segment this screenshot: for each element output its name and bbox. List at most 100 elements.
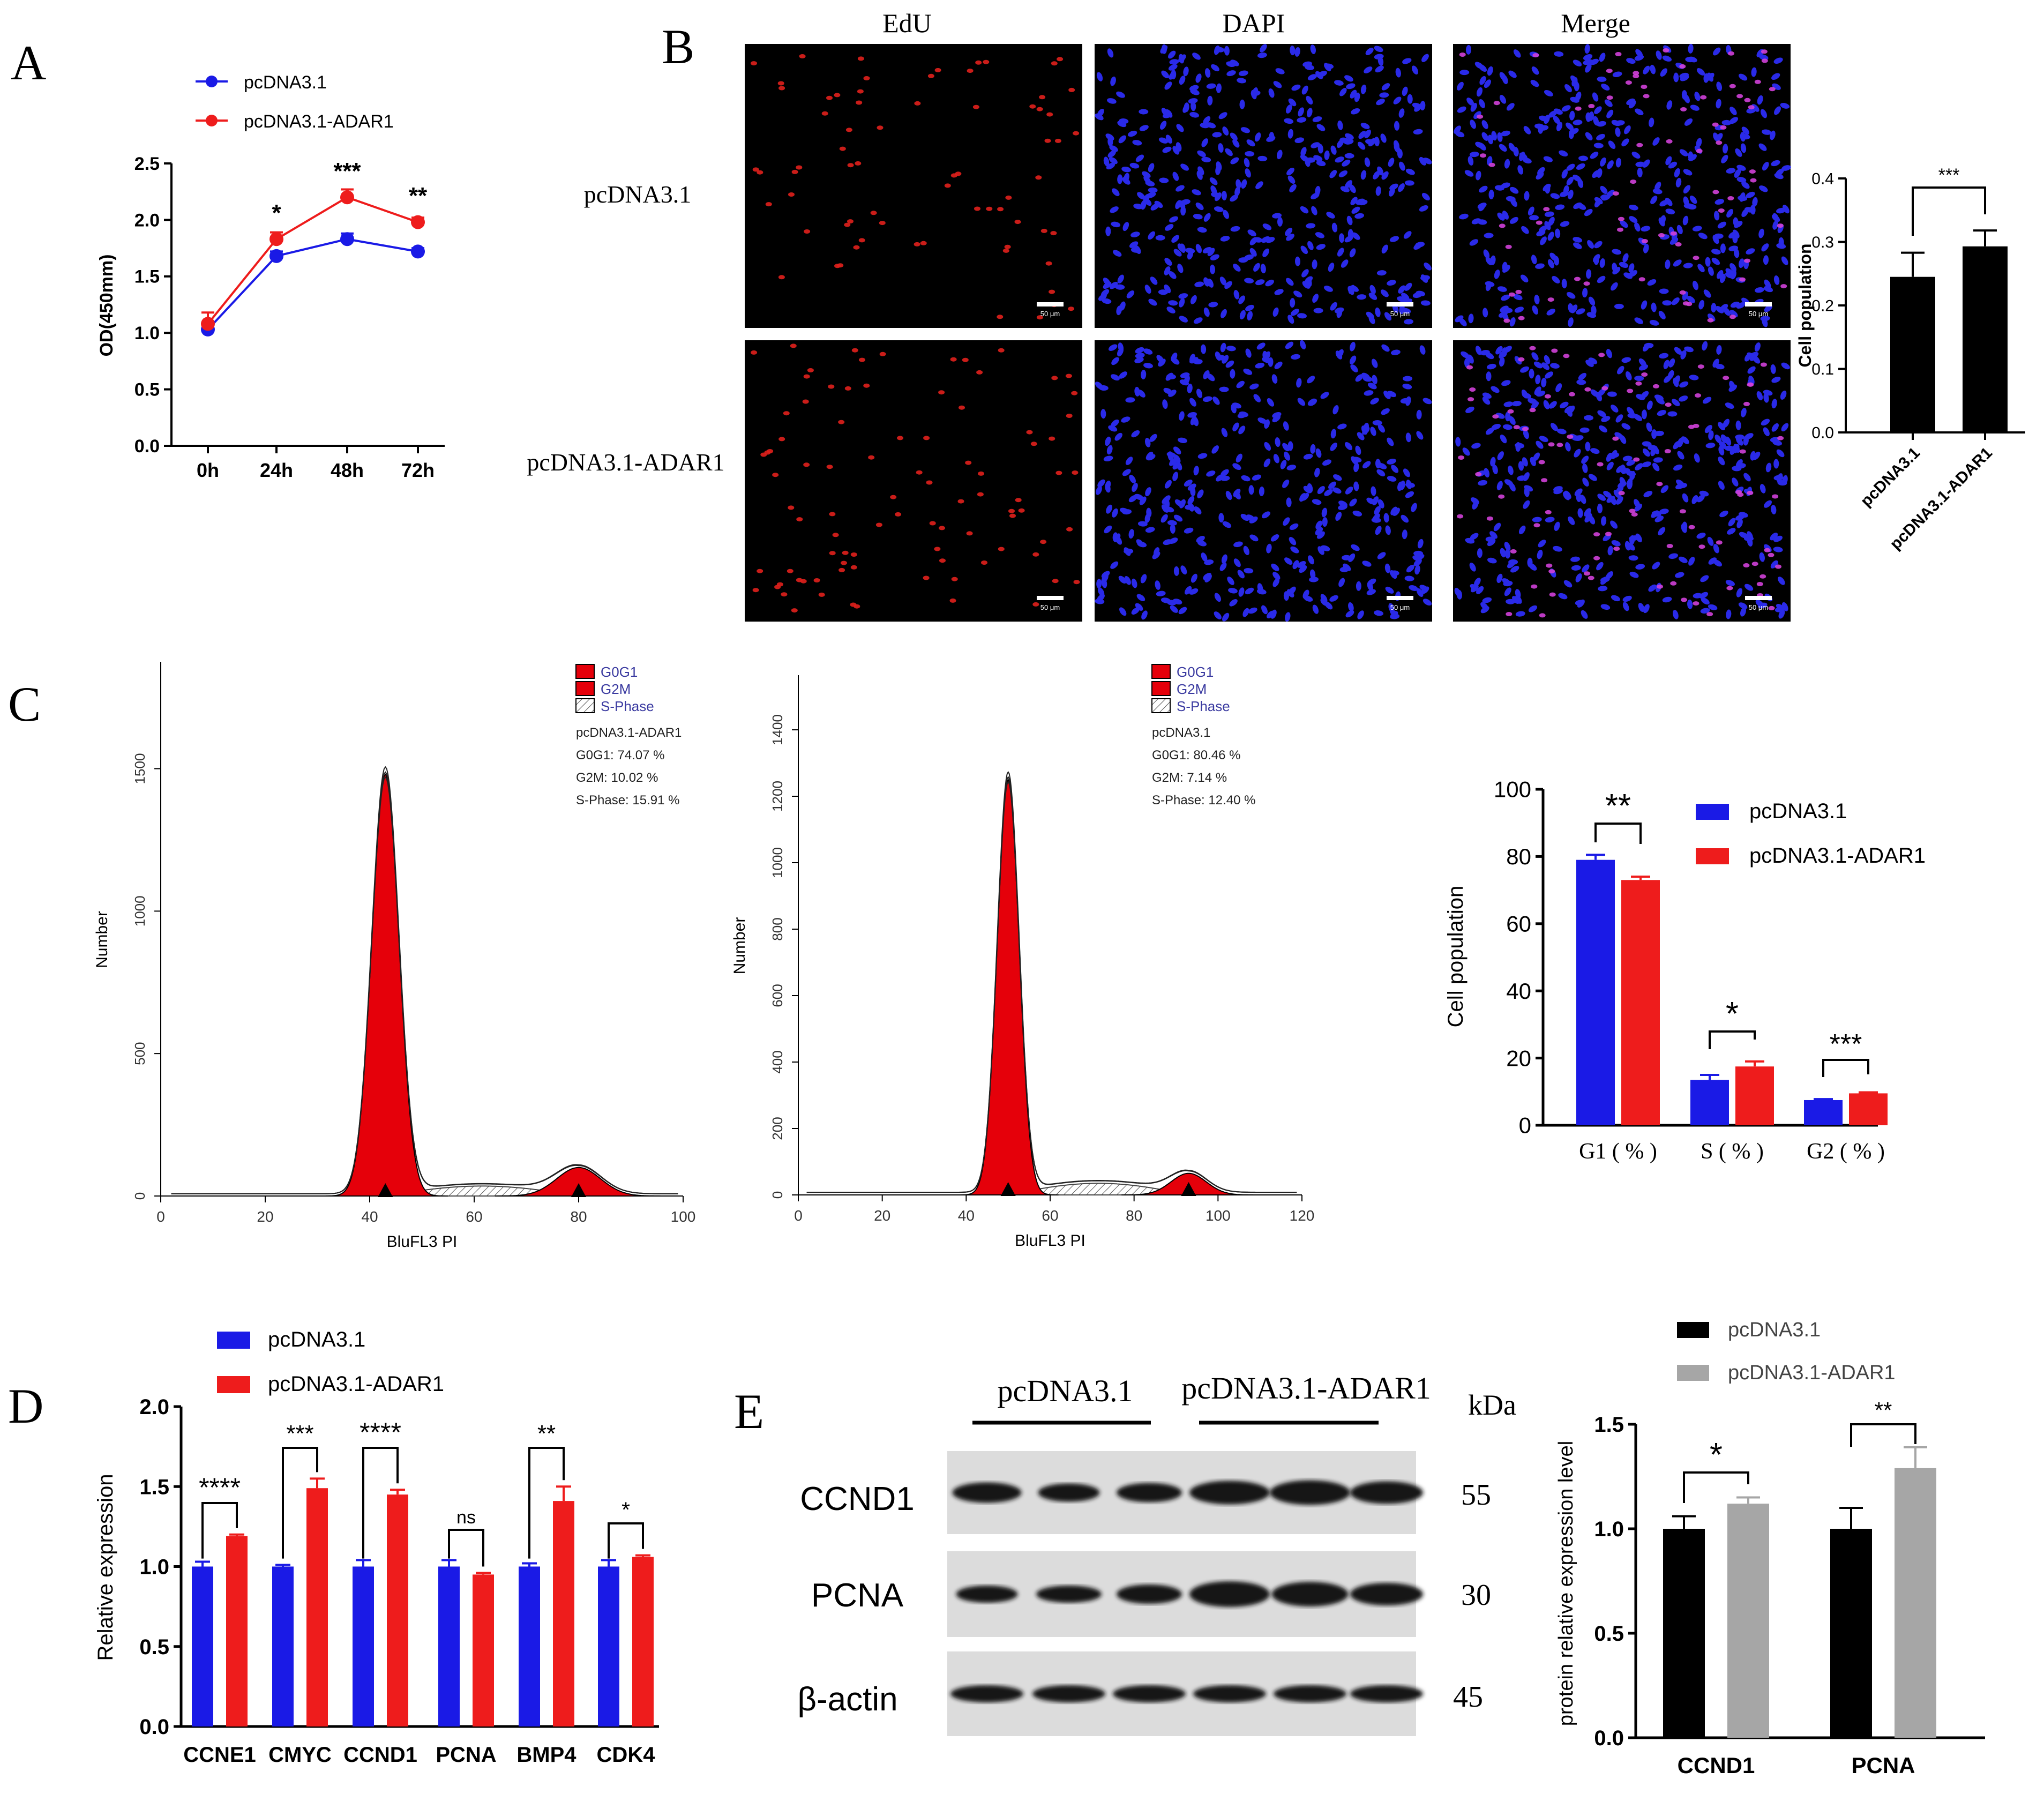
panel-letter-b: B [662, 19, 694, 74]
panel-letter-c: C [8, 677, 41, 731]
x-tick-label: 40 [958, 1207, 975, 1224]
y-tick-label: 1000 [769, 847, 785, 878]
legend-swatch-grey [1677, 1365, 1709, 1381]
scale-bar-label: 50 μm [1749, 310, 1768, 318]
significance-label: ** [1875, 1397, 1892, 1423]
y-axis-label: Cell population [1444, 886, 1468, 1028]
x-tick-label: G1 ( % ) [1579, 1139, 1657, 1164]
legend-swatch [1151, 664, 1171, 679]
col-label-dapi: DAPI [1223, 8, 1285, 38]
y-tick-label: 40 [1506, 978, 1531, 1004]
significance-bracket [1850, 1423, 1916, 1447]
legend-swatch [1151, 698, 1171, 713]
y-tick-label: 60 [1506, 911, 1531, 937]
micrograph-dapi-pcdna: 50 μm [1095, 44, 1432, 328]
legend-swatch-black [1677, 1322, 1709, 1338]
y-tick-label: 1.5 [134, 267, 160, 287]
legend-label: S-Phase [601, 698, 654, 714]
panelA-legend: pcDNA3.1 pcDNA3.1-ADAR1 [196, 72, 394, 132]
bar [192, 1566, 213, 1726]
scale-bar-label: 50 μm [1749, 603, 1768, 611]
data-point [411, 244, 425, 259]
error-bar [390, 1489, 405, 1495]
error-bar [1672, 1515, 1696, 1529]
x-tick-label: 40 [361, 1208, 378, 1225]
stat-label: S-Phase: 12.40 % [1152, 793, 1255, 808]
micrograph-merge-pcdna: 50 μm [1453, 43, 1791, 328]
legend-label: S-Phase [1177, 698, 1230, 714]
x-tick-label: S ( % ) [1701, 1139, 1764, 1164]
error-bar [195, 1560, 210, 1567]
col-label-edu: EdU [882, 8, 932, 38]
blot-band [1117, 1584, 1182, 1604]
micrograph-merge-adar1: 50 μm [1453, 340, 1791, 622]
scale-bar [1745, 302, 1772, 307]
significance-label: ns [456, 1507, 476, 1528]
blot-band [1350, 1481, 1423, 1504]
panelD-legend-label-1: pcDNA3.1 [268, 1328, 365, 1351]
y-axis-label: Number [731, 917, 748, 975]
y-tick-label: 0 [769, 1191, 785, 1199]
stat-label: pcDNA3.1 [1152, 726, 1210, 740]
scale-bar-label: 50 μm [1040, 310, 1060, 318]
x-tick-label: 0 [156, 1208, 165, 1225]
bar [1621, 880, 1660, 1125]
error-bar [441, 1559, 456, 1567]
bar [1849, 1093, 1888, 1125]
legend-label: pcDNA3.1 [1749, 799, 1847, 823]
panelE-legend-label-2: pcDNA3.1-ADAR1 [1728, 1362, 1896, 1384]
legend-marker-blue [206, 76, 218, 87]
y-tick-label: 500 [132, 1042, 148, 1065]
panelE-legend: pcDNA3.1 pcDNA3.1-ADAR1 [1677, 1319, 1896, 1384]
x-tick-label: 20 [257, 1208, 273, 1225]
scale-bar-label: 50 μm [1390, 310, 1410, 318]
band-label-pcna: PCNA [811, 1577, 904, 1614]
blot-band [1117, 1483, 1182, 1503]
scale-bar [1037, 596, 1064, 600]
y-axis-label: OD(450mm) [96, 255, 117, 357]
error-bar [556, 1485, 571, 1501]
bar [1727, 1504, 1769, 1738]
y-tick-label: 0.3 [1811, 234, 1834, 251]
error-bar [310, 1477, 325, 1489]
significance-label: ** [409, 183, 428, 209]
error-bar [1901, 251, 1925, 277]
x-tick-label: 80 [570, 1208, 587, 1225]
x-tick-label: 24h [260, 459, 293, 481]
error-bar [1631, 876, 1650, 880]
y-tick-label: 0.5 [134, 380, 160, 400]
error-bar [476, 1572, 491, 1575]
legend-swatch [575, 681, 595, 696]
bar [438, 1566, 460, 1726]
blot-band [1350, 1685, 1423, 1702]
scale-bar-label: 50 μm [1040, 603, 1060, 611]
significance-label: * [1710, 1437, 1723, 1474]
significance-label: ** [537, 1421, 556, 1447]
bar [1735, 1066, 1774, 1125]
bar [1576, 859, 1615, 1125]
blot-band [1271, 1582, 1349, 1606]
x-tick-label: 100 [1206, 1207, 1231, 1224]
blot-band [1350, 1583, 1423, 1605]
data-point [269, 249, 283, 263]
kda-bactin: 45 [1453, 1680, 1483, 1714]
x-tick-label: CCNE1 [183, 1743, 256, 1767]
error-bar [1839, 1507, 1863, 1529]
legend-swatch-blue [1696, 804, 1729, 820]
y-tick-label: 1.0 [139, 1556, 169, 1579]
legend-label: G2M [601, 681, 631, 697]
bar [1690, 1080, 1729, 1125]
legend-swatch [575, 698, 595, 713]
g0g1-peak [957, 778, 1059, 1195]
legend-swatch [575, 664, 595, 679]
group-label-pcdna: pcDNA3.1 [998, 1373, 1133, 1408]
y-tick-label: 400 [769, 1050, 785, 1073]
y-tick-label: 2.0 [134, 210, 160, 230]
data-point [269, 232, 283, 246]
stat-label: G2M: 7.14 % [1152, 771, 1227, 785]
blot-band [1189, 1581, 1270, 1607]
data-point [201, 317, 215, 331]
panelD-bar-chart: 0.0 0.5 1.0 1.5 2.0 Relative expression CCNE1 C… [94, 1395, 659, 1767]
x-tick-label: 48h [331, 459, 364, 481]
